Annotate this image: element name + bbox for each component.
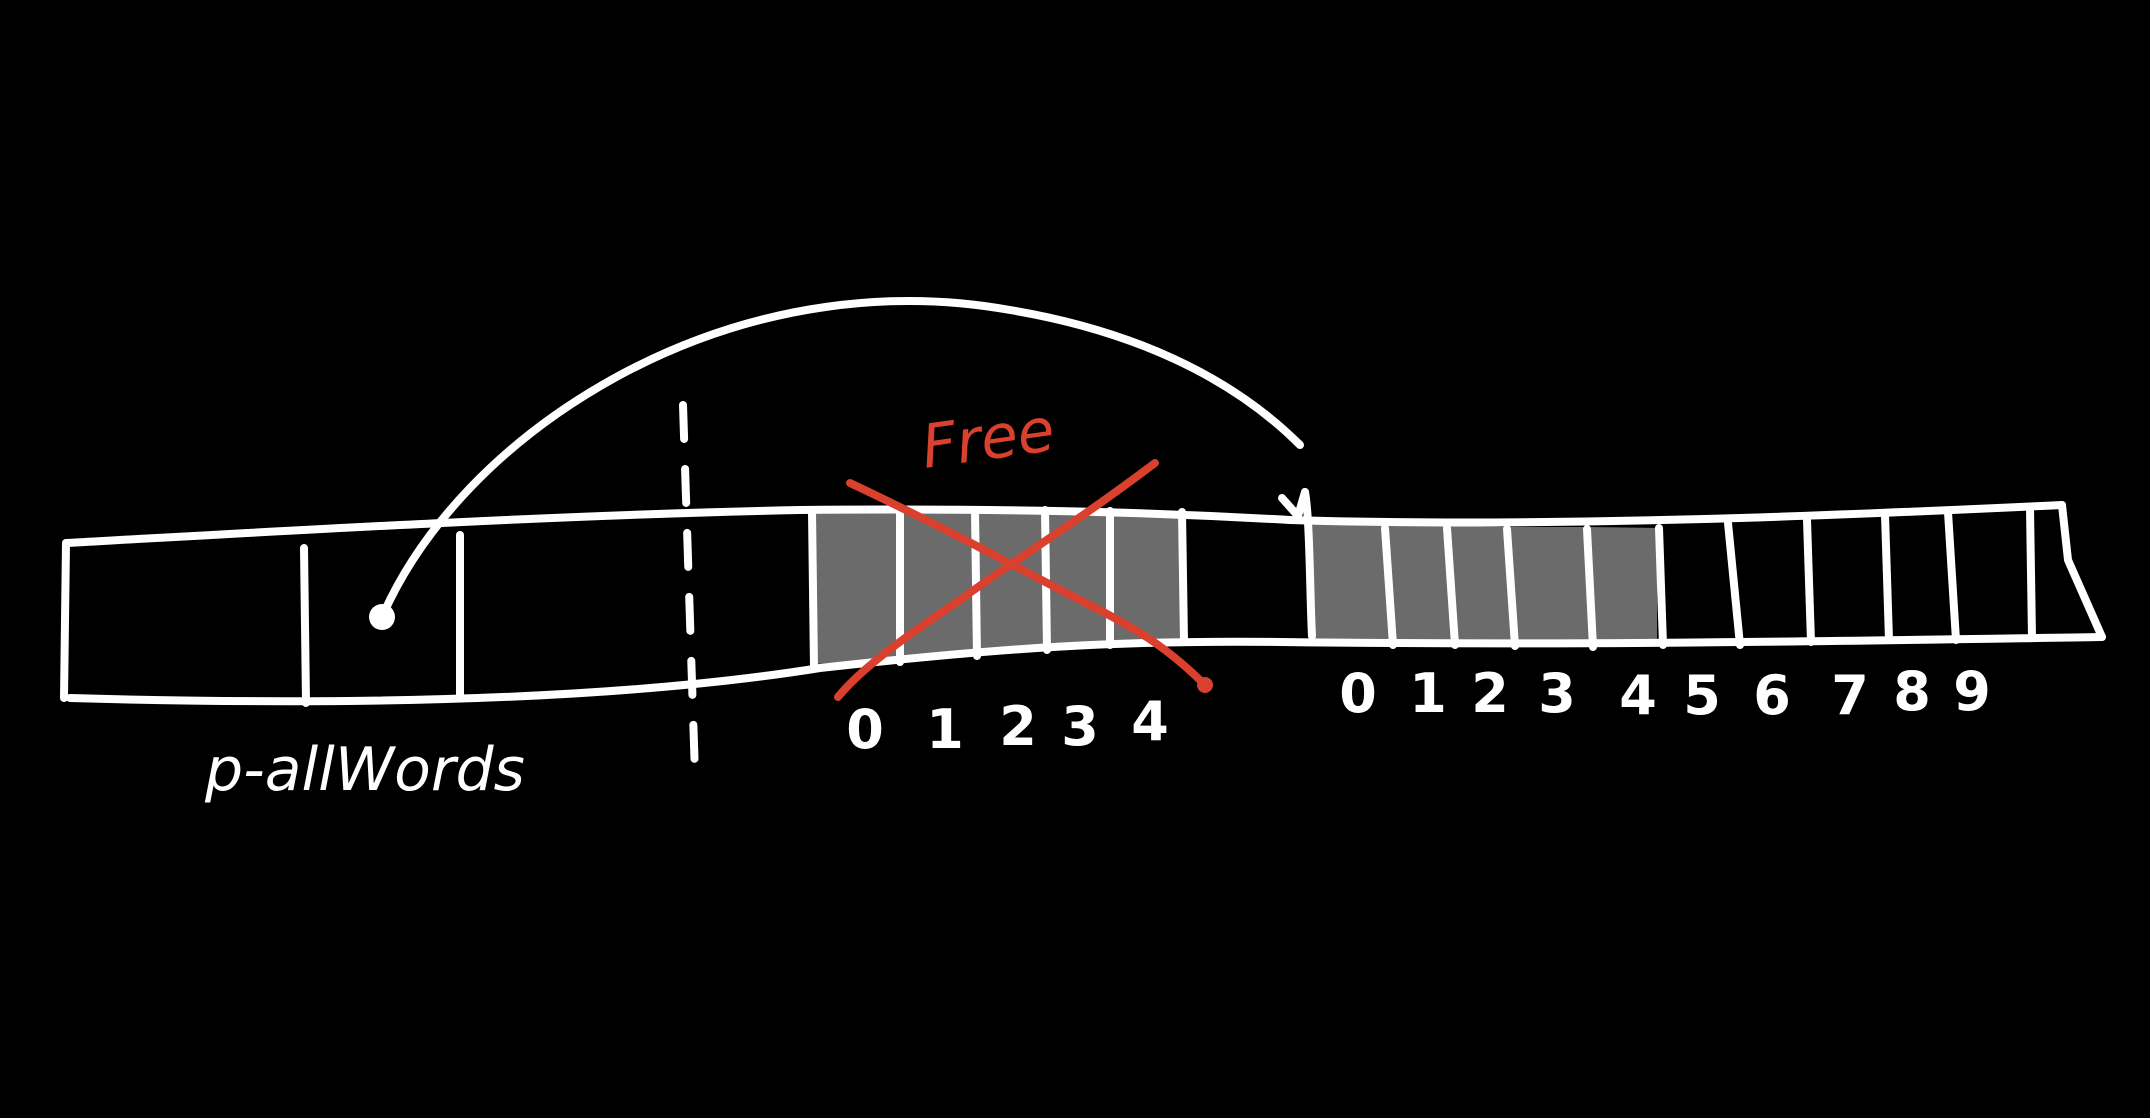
old-block-cell-fill-1 bbox=[900, 510, 975, 660]
new-block-cell-fill-4 bbox=[1587, 527, 1657, 646]
freed-cross-stroke bbox=[834, 459, 1159, 701]
old-block-cell-fill-0 bbox=[812, 510, 900, 664]
new-block-cell-fill-2 bbox=[1447, 526, 1507, 645]
pointer-arrow bbox=[369, 297, 1309, 630]
free-label: Free bbox=[917, 395, 1058, 483]
new-block-index-label: 7 bbox=[1831, 664, 1869, 727]
new-block-divider bbox=[1724, 519, 1744, 649]
new-block-index-label: 3 bbox=[1538, 662, 1576, 725]
old-block-cell-fill-4 bbox=[1110, 511, 1182, 645]
old-block-cell-fill-3 bbox=[1045, 510, 1110, 650]
pointer-cell-divider bbox=[300, 544, 310, 707]
new-block-dividers bbox=[1301, 488, 2036, 651]
new-block-divider bbox=[1381, 524, 1397, 649]
old-block-divider bbox=[808, 508, 818, 672]
new-block-divider bbox=[1944, 508, 1960, 644]
new-block-divider bbox=[1881, 511, 1893, 644]
new-block-index-label: 1 bbox=[1409, 662, 1447, 725]
old-block-index-label: 3 bbox=[1061, 695, 1099, 758]
new-block-index-label: 9 bbox=[1953, 660, 1991, 723]
new-block-cell-fill-1 bbox=[1385, 525, 1447, 644]
new-block-index-label: 2 bbox=[1471, 662, 1509, 725]
old-block-divider bbox=[1178, 508, 1188, 645]
stack-heap-separator bbox=[679, 401, 699, 779]
memory-strip-top-edge bbox=[62, 501, 2066, 547]
new-block-divider bbox=[1655, 524, 1667, 649]
new-block-cell-fill-0 bbox=[1310, 524, 1385, 643]
pointer-cell-dividers bbox=[300, 531, 464, 707]
old-block-index-label: 0 bbox=[846, 698, 884, 761]
freed-cross bbox=[834, 459, 1213, 701]
old-block-index-label: 2 bbox=[999, 695, 1037, 758]
new-block-divider bbox=[2026, 504, 2036, 642]
new-block-index-labels: 0 1 2 3 4 5 6 7 8 9 bbox=[1339, 660, 1991, 727]
new-block-divider bbox=[1503, 525, 1519, 650]
new-block-index-label: 6 bbox=[1753, 664, 1791, 727]
old-block-index-label: 1 bbox=[926, 698, 964, 761]
new-block-filled-cells bbox=[1310, 524, 1657, 646]
pointer-variable-label: p-allWords bbox=[204, 735, 525, 805]
new-block-divider bbox=[1803, 516, 1815, 646]
memory-strip bbox=[60, 501, 2106, 706]
pointer-arrow-head bbox=[1278, 488, 1309, 520]
memory-strip-bottom-edge bbox=[66, 633, 2106, 706]
memory-strip-left-edge bbox=[60, 539, 70, 702]
new-block-index-label: 5 bbox=[1683, 664, 1721, 727]
new-block-divider bbox=[1583, 525, 1597, 651]
old-block-index-labels: 0 1 2 3 4 bbox=[846, 690, 1169, 761]
old-block-cell-fill-2 bbox=[975, 510, 1045, 656]
new-block-index-label: 4 bbox=[1619, 664, 1657, 727]
pointer-arrow-curve bbox=[378, 297, 1304, 621]
new-block-divider bbox=[1301, 488, 1316, 640]
memory-strip-right-edge bbox=[2058, 501, 2106, 641]
new-block-index-label: 0 bbox=[1339, 662, 1377, 725]
old-block-divider bbox=[971, 506, 981, 660]
freed-cross-stroke bbox=[846, 479, 1209, 689]
new-block-index-label: 8 bbox=[1893, 660, 1931, 723]
old-block-index-label: 4 bbox=[1131, 690, 1169, 753]
old-block-filled-cells bbox=[812, 510, 1182, 664]
new-block-cell-fill-3 bbox=[1507, 527, 1587, 646]
new-block-divider bbox=[1443, 524, 1459, 649]
freed-cross-end-dot bbox=[1197, 677, 1213, 693]
